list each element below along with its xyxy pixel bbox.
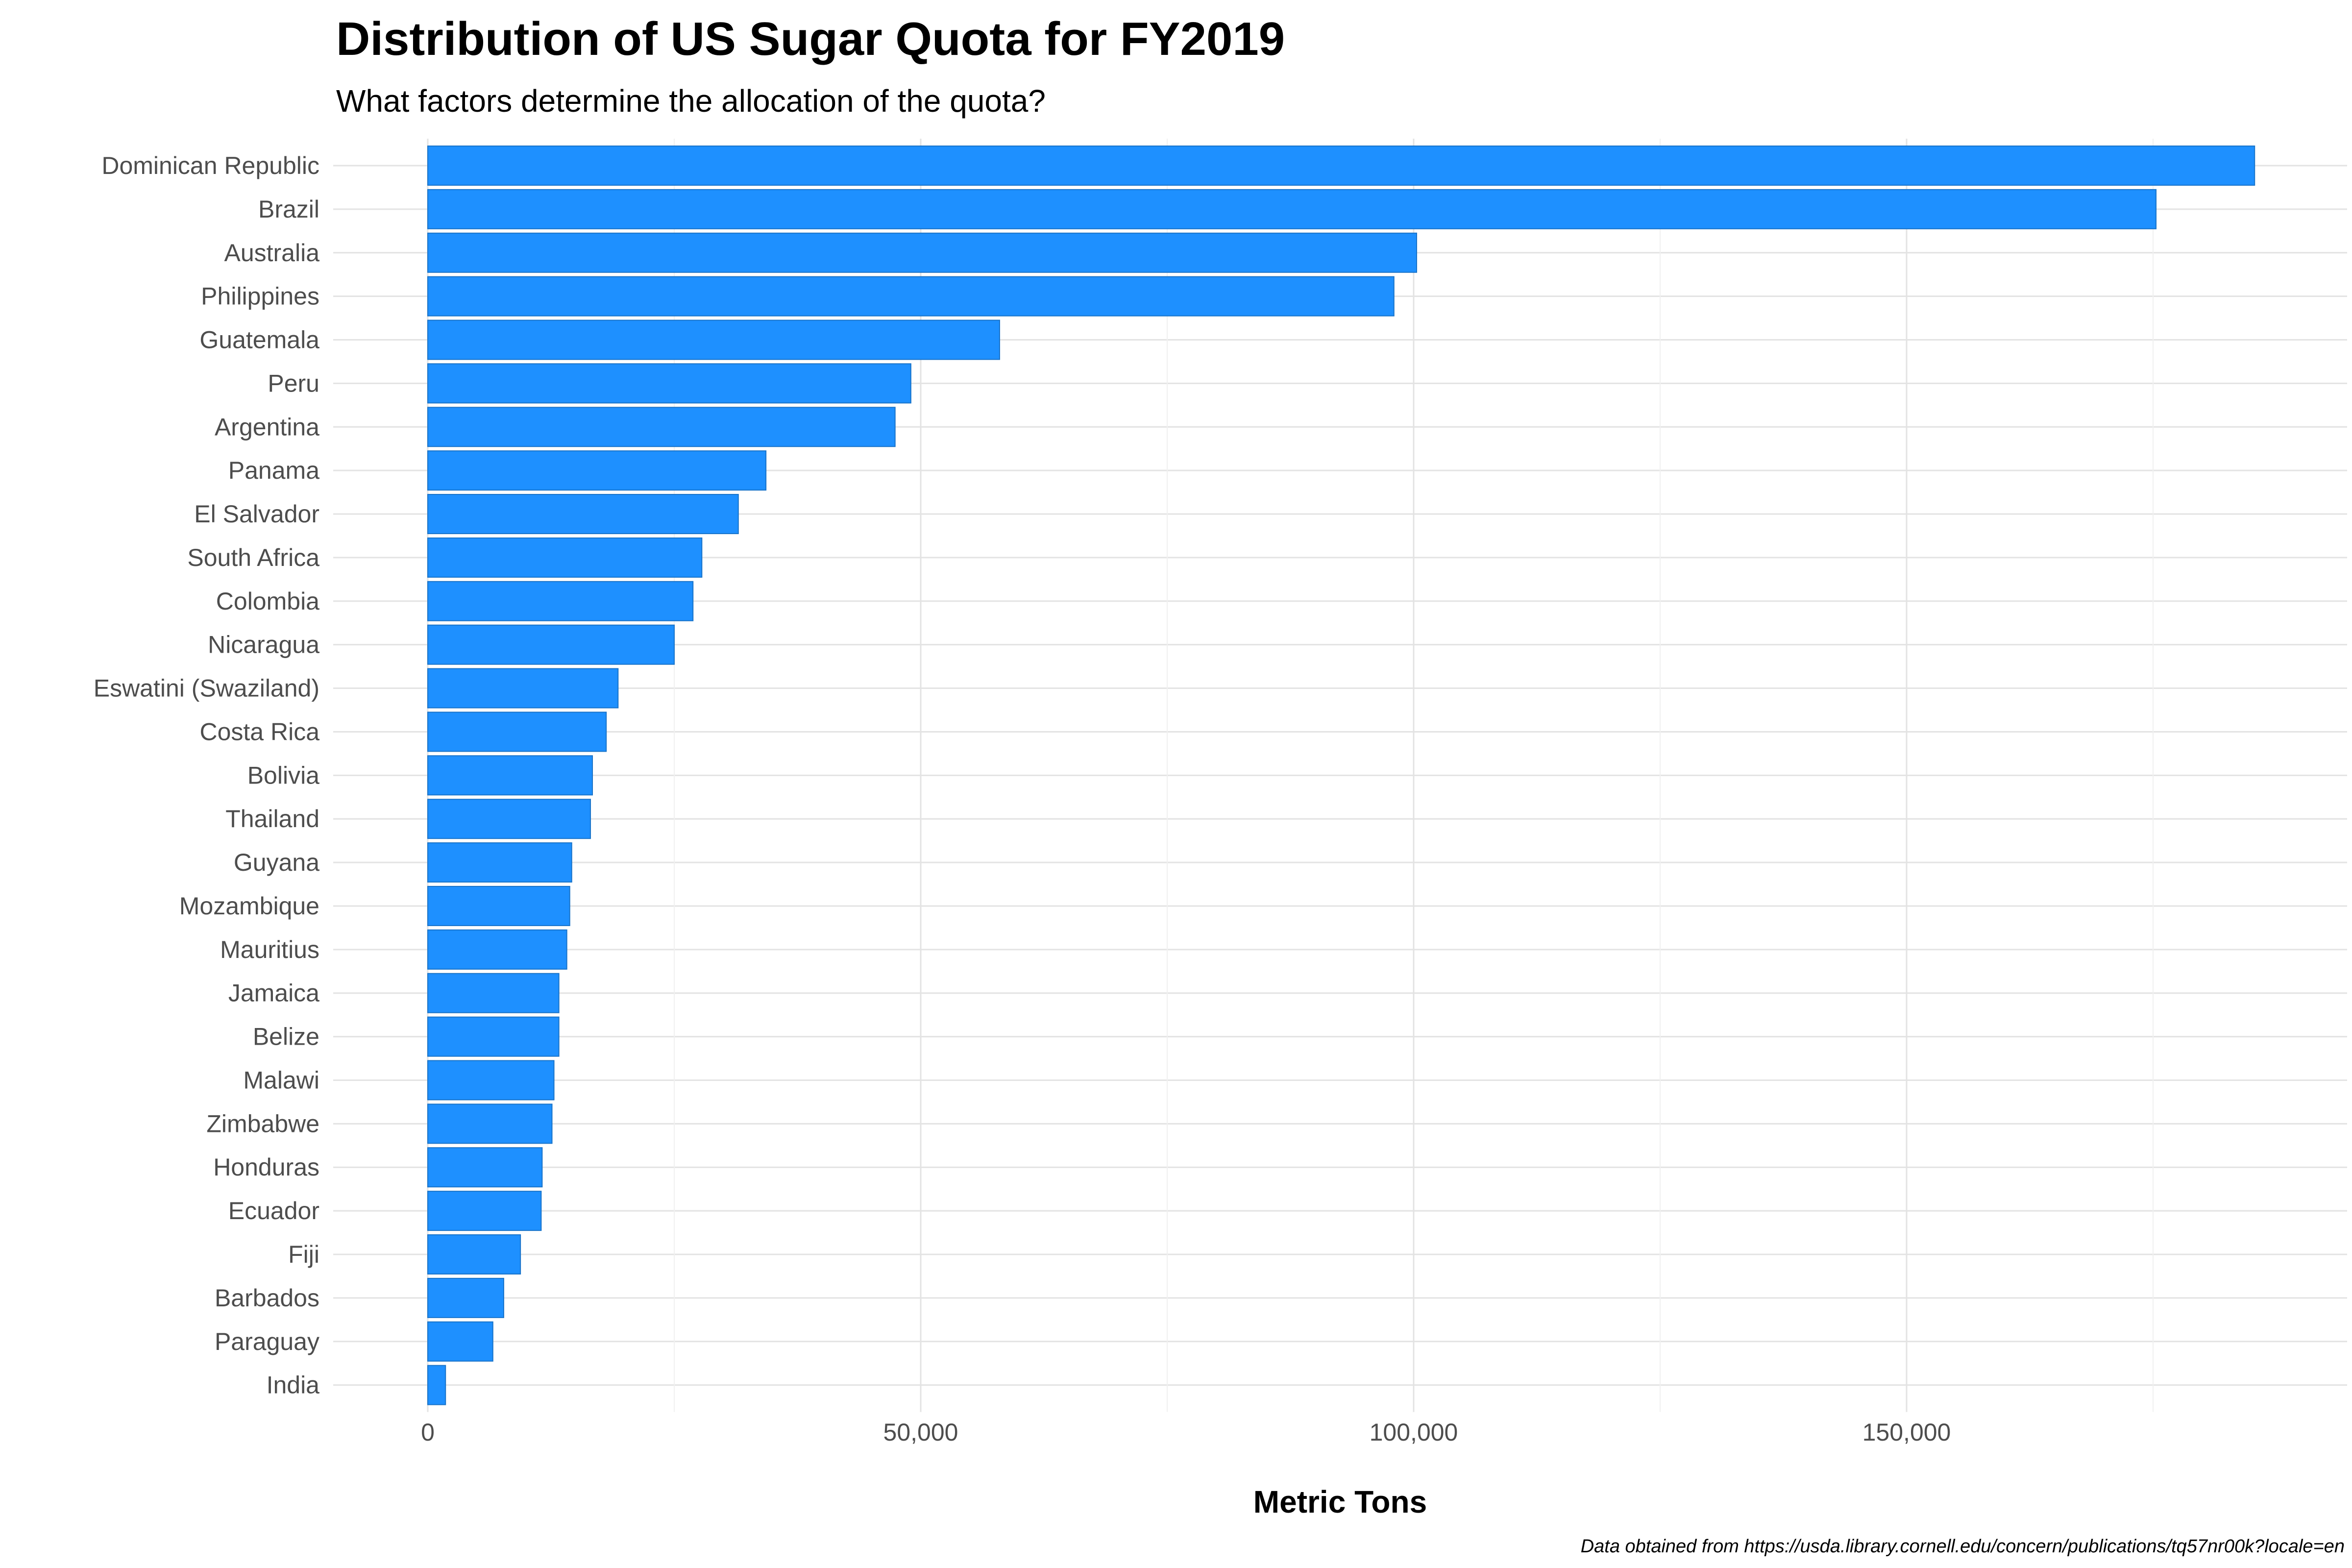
bar-ecuador bbox=[427, 1191, 542, 1231]
y-tick-label: Guatemala bbox=[199, 326, 319, 354]
y-tick-label: Bolivia bbox=[247, 761, 319, 789]
bar-paraguay bbox=[427, 1321, 493, 1362]
bar-eswatini-swaziland bbox=[427, 668, 619, 709]
bar-india bbox=[427, 1365, 446, 1405]
bar-costa-rica bbox=[427, 711, 607, 752]
chart-subtitle: What factors determine the allocation of… bbox=[336, 83, 1046, 119]
y-tick-label: Costa Rica bbox=[199, 718, 319, 745]
bar-zimbabwe bbox=[427, 1103, 553, 1144]
bar-el-salvador bbox=[427, 494, 739, 535]
y-tick-label: Thailand bbox=[225, 805, 319, 833]
y-tick-label: Peru bbox=[268, 369, 319, 397]
y-tick-label: Australia bbox=[224, 239, 319, 267]
bar-colombia bbox=[427, 581, 694, 621]
y-tick-label: Barbados bbox=[215, 1284, 319, 1312]
y-tick-label: Dominican Republic bbox=[101, 152, 319, 179]
bar-dominican-republic bbox=[427, 146, 2255, 186]
x-tick-label: 150,000 bbox=[1862, 1419, 1951, 1446]
y-tick-label: Guyana bbox=[234, 849, 319, 876]
bar-panama bbox=[427, 450, 767, 491]
x-axis-label: Metric Tons bbox=[1253, 1484, 1427, 1519]
y-tick-label: India bbox=[267, 1372, 320, 1399]
x-tick-label: 0 bbox=[421, 1419, 435, 1446]
y-tick-label: Mozambique bbox=[179, 892, 319, 920]
y-tick-label: Zimbabwe bbox=[206, 1110, 319, 1137]
y-tick-labels: Dominican Republic Brazil Australia Philipp… bbox=[94, 152, 319, 1399]
bar-jamaica bbox=[427, 973, 560, 1013]
bar-brazil bbox=[427, 189, 2157, 229]
bar-layer bbox=[427, 146, 2255, 1405]
y-tick-label: Honduras bbox=[213, 1153, 319, 1181]
y-tick-label: Malawi bbox=[243, 1066, 319, 1094]
y-tick-label: Panama bbox=[228, 457, 319, 484]
y-tick-label: Jamaica bbox=[228, 980, 319, 1007]
y-tick-label: Mauritius bbox=[220, 936, 319, 963]
bar-honduras bbox=[427, 1147, 543, 1188]
bar-argentina bbox=[427, 407, 896, 447]
bar-south-africa bbox=[427, 537, 703, 578]
bar-bolivia bbox=[427, 755, 593, 796]
y-tick-label: Ecuador bbox=[228, 1197, 319, 1225]
chart-caption: Data obtained from https://usda.library.… bbox=[1581, 1536, 2345, 1557]
bar-peru bbox=[427, 363, 911, 404]
y-tick-label: Fiji bbox=[288, 1241, 319, 1268]
y-tick-label: Colombia bbox=[216, 588, 319, 615]
y-tick-label: Belize bbox=[253, 1023, 319, 1051]
x-tick-labels: 0 50,000 100,000 150,000 bbox=[421, 1419, 1951, 1446]
y-tick-label: Philippines bbox=[201, 283, 319, 310]
y-tick-label: Nicaragua bbox=[208, 631, 319, 659]
bar-philippines bbox=[427, 276, 1395, 317]
bar-mauritius bbox=[427, 929, 567, 970]
y-tick-label: Argentina bbox=[215, 413, 319, 441]
bar-belize bbox=[427, 1016, 560, 1057]
x-tick-label: 100,000 bbox=[1370, 1419, 1458, 1446]
y-tick-label: El Salvador bbox=[194, 500, 319, 528]
chart-title: Distribution of US Sugar Quota for FY201… bbox=[336, 13, 1285, 65]
x-tick-label: 50,000 bbox=[883, 1419, 958, 1446]
bar-malawi bbox=[427, 1060, 555, 1101]
y-tick-label: Brazil bbox=[258, 196, 319, 223]
bar-australia bbox=[427, 232, 1418, 273]
bar-guyana bbox=[427, 842, 572, 883]
bar-guatemala bbox=[427, 319, 1000, 360]
y-tick-label: Eswatini (Swaziland) bbox=[94, 675, 319, 702]
bar-nicaragua bbox=[427, 624, 675, 665]
y-tick-label: Paraguay bbox=[215, 1328, 319, 1355]
y-tick-label: South Africa bbox=[187, 544, 319, 571]
bar-thailand bbox=[427, 799, 591, 839]
bar-mozambique bbox=[427, 885, 570, 926]
bar-barbados bbox=[427, 1277, 504, 1318]
bar-fiji bbox=[427, 1234, 521, 1274]
